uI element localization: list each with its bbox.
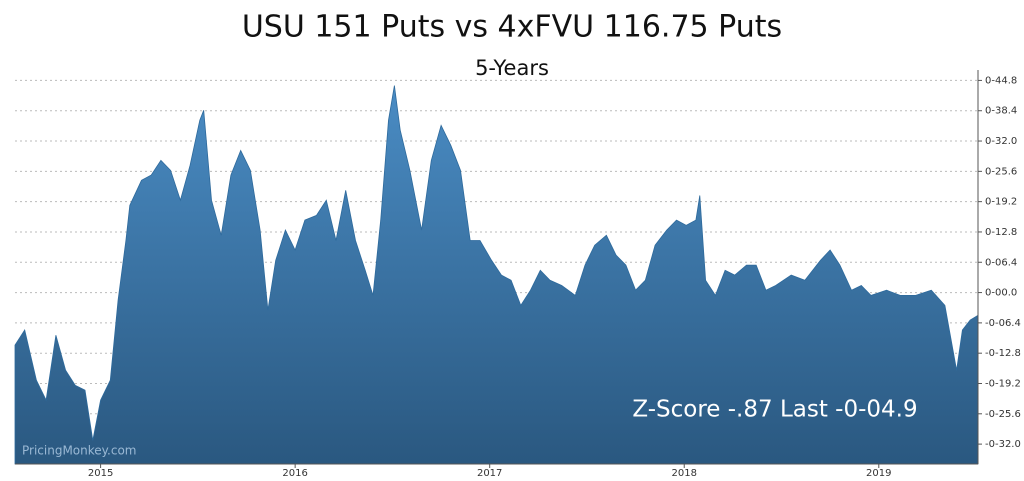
axes: 0-44.8 0-38.4 0-32.0 0-25.6 0-19.2 0-12.8 0-06… — [15, 70, 1021, 479]
y-tick-label: 0-06.4 — [985, 257, 1017, 268]
y-tick-label: -0-25.6 — [985, 409, 1021, 420]
y-tick-label: -0-12.8 — [985, 348, 1021, 359]
chart-title: USU 151 Puts vs 4xFVU 116.75 Puts — [242, 10, 782, 45]
area — [14, 85, 979, 465]
y-tick-label: -0-06.4 — [985, 318, 1021, 329]
x-tick-label: 2016 — [282, 468, 307, 479]
plot — [14, 85, 979, 465]
y-tick-label: 0-32.0 — [985, 136, 1017, 147]
x-tick-label: 2019 — [866, 468, 891, 479]
x-tick-label: 2015 — [88, 468, 113, 479]
y-tick-label: 0-44.8 — [985, 75, 1017, 86]
x-tick-label: 2017 — [477, 468, 502, 479]
chart-subtitle: 5-Years — [475, 56, 549, 80]
y-tick-label: 0-12.8 — [985, 227, 1017, 238]
y-tick-label: 0-38.4 — [985, 106, 1017, 117]
y-tick-label: 0-00.0 — [985, 288, 1017, 299]
y-tick-label: 0-25.6 — [985, 166, 1017, 177]
y-tick-label: -0-32.0 — [985, 439, 1021, 450]
watermark: PricingMonkey.com — [22, 444, 137, 458]
x-tick-label: 2018 — [672, 468, 697, 479]
y-tick-label: 0-19.2 — [985, 197, 1017, 208]
y-tick-label: -0-19.2 — [985, 378, 1021, 389]
annotation: Z-Score -.87 Last -0-04.9 — [632, 397, 917, 423]
